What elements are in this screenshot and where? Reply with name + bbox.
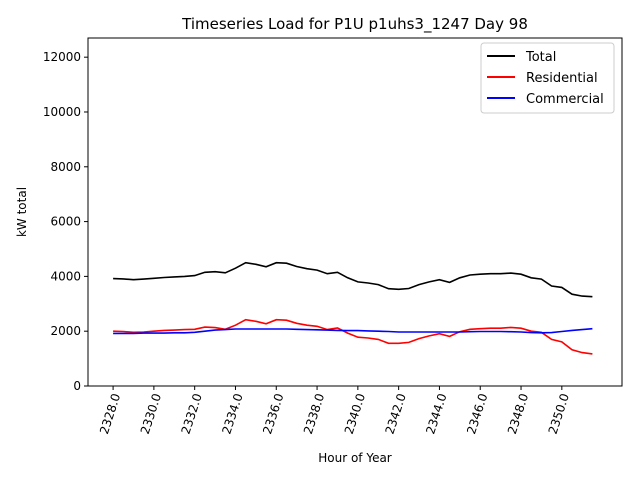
series-layer	[113, 261, 593, 355]
legend-label-residential: Residential	[526, 71, 598, 86]
y-tick-label: 6000	[50, 215, 81, 229]
y-tick-label: 0	[73, 379, 81, 393]
series-line-residential	[113, 318, 593, 355]
plot-frame	[87, 37, 623, 387]
y-axis-label: kW total	[15, 187, 29, 237]
legend-label-commercial: Commercial	[526, 92, 604, 107]
legend: Total Residential Commercial	[480, 42, 615, 114]
legend-label-total: Total	[525, 50, 556, 65]
y-tick-label: 10000	[43, 105, 81, 119]
y-axis: 0 2000 4000 6000 8000 10000 12000	[43, 50, 88, 393]
y-tick-label: 2000	[50, 324, 81, 338]
y-tick-label: 12000	[43, 50, 81, 64]
y-tick-label: 8000	[50, 160, 81, 174]
legend-box	[480, 42, 615, 114]
y-tick-label: 4000	[50, 269, 81, 283]
series-line-commercial	[113, 327, 593, 335]
x-axis-label: Hour of Year	[318, 451, 392, 465]
chart-title: Timeseries Load for P1U p1uhs3_1247 Day …	[181, 15, 528, 34]
series-line-total	[113, 261, 593, 298]
